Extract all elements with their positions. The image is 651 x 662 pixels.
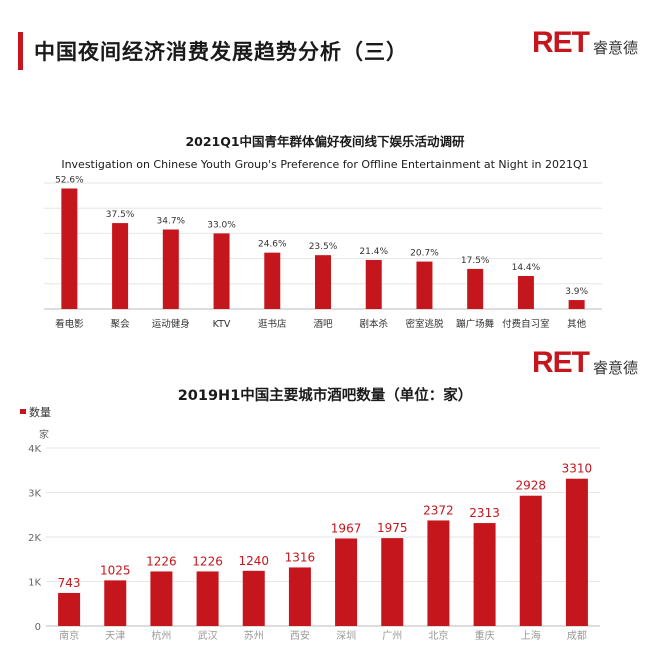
x-tick-label: KTV xyxy=(213,319,231,330)
x-tick-label: 密室逃脱 xyxy=(405,318,444,330)
bar xyxy=(467,268,484,309)
brand-logo: RET 睿意德 xyxy=(532,28,638,58)
data-label: 33.0% xyxy=(207,220,236,230)
data-label: 52.6% xyxy=(55,175,84,185)
x-tick-label: 付费自习室 xyxy=(502,318,550,330)
bar xyxy=(61,188,78,309)
data-label: 20.7% xyxy=(410,249,439,259)
x-tick-label: 其他 xyxy=(567,318,587,330)
x-tick-label: 蹦广场舞 xyxy=(456,318,495,330)
chart-title: 2021Q1中国青年群体偏好夜间线下娱乐活动调研 xyxy=(185,134,465,149)
logo-mark: RET xyxy=(532,346,590,379)
bar xyxy=(112,223,129,309)
bar xyxy=(365,259,382,309)
logo-mark: RET xyxy=(532,26,590,59)
x-tick-label: 逛书店 xyxy=(258,318,287,330)
bar xyxy=(315,255,331,309)
data-label: 23.5% xyxy=(309,242,338,252)
title-accent-bar xyxy=(18,32,23,70)
data-label: 37.5% xyxy=(106,210,135,220)
bar xyxy=(517,276,534,309)
x-tick-label: 酒吧 xyxy=(313,319,333,330)
bar xyxy=(162,229,179,309)
data-label: 24.6% xyxy=(258,240,287,250)
logo-text: 睿意德 xyxy=(593,359,639,377)
bar xyxy=(264,252,281,309)
x-tick-label: 看电影 xyxy=(55,318,84,330)
data-label: 3.9% xyxy=(565,287,588,297)
x-tick-label: 聚会 xyxy=(111,318,131,330)
chart-subtitle: Investigation on Chinese Youth Group's P… xyxy=(61,158,588,171)
bar xyxy=(213,233,230,309)
brand-logo: RET 睿意德 xyxy=(532,348,638,378)
x-tick-label: 剧本杀 xyxy=(359,318,388,330)
bar xyxy=(568,300,585,309)
x-tick-label: 运动健身 xyxy=(152,318,190,330)
data-label: 17.5% xyxy=(461,256,490,266)
data-label: 34.7% xyxy=(157,217,186,227)
bar xyxy=(416,261,433,309)
data-label: 14.4% xyxy=(512,263,541,273)
data-label: 21.4% xyxy=(359,247,388,257)
logo-text: 睿意德 xyxy=(593,39,639,57)
page-title: 中国夜间经济消费发展趋势分析（三） xyxy=(34,40,408,64)
